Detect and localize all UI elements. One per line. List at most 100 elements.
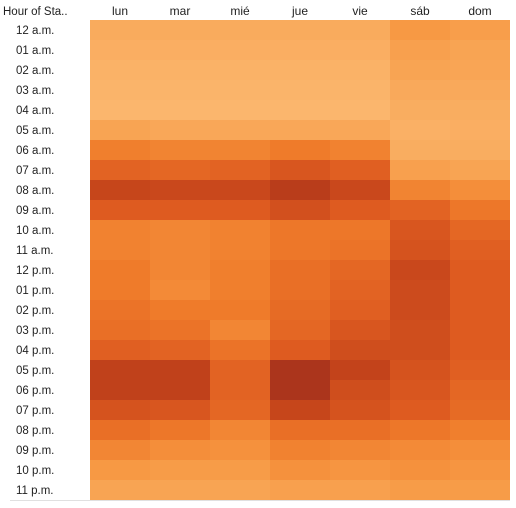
heatmap-cell (450, 140, 510, 160)
row-label: 07 a.m. (16, 165, 54, 177)
heatmap-cell (150, 40, 210, 60)
heatmap-cell (450, 340, 510, 360)
heatmap-cell (150, 480, 210, 500)
heatmap-cell (270, 440, 330, 460)
heatmap-cell (90, 220, 150, 240)
heatmap-cell (150, 120, 210, 140)
heatmap-cell (330, 160, 390, 180)
column-label: jue (291, 4, 308, 18)
heatmap-cell (90, 100, 150, 120)
heatmap-cell (270, 300, 330, 320)
heatmap-cell (390, 420, 450, 440)
heatmap-cell (330, 340, 390, 360)
heatmap-cell (150, 400, 210, 420)
heatmap-cell (450, 40, 510, 60)
row-labels: 12 a.m. 01 a.m. 02 a.m. 03 a.m. 04 a.m. 05 a.… (16, 25, 54, 497)
heatmap-cell (270, 80, 330, 100)
heatmap-cell (390, 60, 450, 80)
heatmap-cell (390, 140, 450, 160)
heatmap-cell (270, 400, 330, 420)
heatmap-cell (90, 380, 150, 400)
heatmap-cell (150, 460, 210, 480)
heatmap-cell (270, 100, 330, 120)
heatmap-cell (450, 360, 510, 380)
heatmap-cell (330, 220, 390, 240)
heatmap-cell (330, 440, 390, 460)
heatmap-cell (90, 60, 150, 80)
heatmap-cell (150, 240, 210, 260)
column-label: vie (352, 4, 368, 18)
row-label: 07 p.m. (16, 405, 54, 417)
heatmap-cell (390, 320, 450, 340)
heatmap-cell (270, 280, 330, 300)
row-label: 03 a.m. (16, 85, 54, 97)
heatmap-cell (450, 380, 510, 400)
row-label: 10 a.m. (16, 225, 54, 237)
heatmap-cell (270, 180, 330, 200)
heatmap-cell (210, 120, 270, 140)
heatmap-cell (390, 340, 450, 360)
heatmap-cell (90, 120, 150, 140)
heatmap-cell (330, 80, 390, 100)
heatmap-cell (390, 300, 450, 320)
heatmap-cell (270, 420, 330, 440)
heatmap-cell (390, 240, 450, 260)
heatmap-cell (390, 460, 450, 480)
heatmap-cell (450, 400, 510, 420)
heatmap-cell (330, 40, 390, 60)
heatmap-cell (330, 300, 390, 320)
heatmap-cell (90, 300, 150, 320)
row-label: 02 a.m. (16, 65, 54, 77)
heatmap-cell (210, 400, 270, 420)
heatmap-cell (150, 340, 210, 360)
heatmap-cell (450, 60, 510, 80)
heatmap-cell (390, 20, 450, 40)
heatmap-cell (450, 160, 510, 180)
heatmap-cell (390, 160, 450, 180)
row-label: 08 a.m. (16, 185, 54, 197)
heatmap-cell (90, 160, 150, 180)
heatmap-cell (450, 280, 510, 300)
heatmap-cell (90, 240, 150, 260)
heatmap-cell (150, 440, 210, 460)
heatmap-cell (390, 180, 450, 200)
heatmap-cell (150, 20, 210, 40)
heatmap-cell (210, 40, 270, 60)
heatmap-cell (270, 240, 330, 260)
column-labels: lun mar mié jue vie sáb dom (112, 4, 492, 18)
heatmap-cell (330, 420, 390, 440)
heatmap-cell (150, 160, 210, 180)
heatmap-cell (450, 80, 510, 100)
heatmap-cell (90, 360, 150, 380)
heatmap-cell (450, 200, 510, 220)
heatmap-cell (270, 460, 330, 480)
heatmap-cell (330, 100, 390, 120)
heatmap-cell (330, 140, 390, 160)
heatmap-cell (330, 120, 390, 140)
heatmap-cell (270, 60, 330, 80)
heatmap-cell (150, 360, 210, 380)
heatmap-cell (450, 240, 510, 260)
heatmap-cell (210, 60, 270, 80)
heatmap-cell (210, 100, 270, 120)
heatmap-cell (330, 280, 390, 300)
column-label: dom (468, 4, 491, 18)
heatmap-cell (210, 200, 270, 220)
heatmap-cell (90, 20, 150, 40)
heatmap-cell (390, 200, 450, 220)
heatmap-cell (210, 300, 270, 320)
heatmap-cell (210, 140, 270, 160)
heatmap-cell (330, 380, 390, 400)
heatmap-cell (390, 480, 450, 500)
heatmap-cell (450, 440, 510, 460)
heatmap-cell (90, 340, 150, 360)
heatmap-cell (90, 180, 150, 200)
heatmap-cell (210, 480, 270, 500)
row-label: 11 p.m. (16, 485, 54, 497)
heatmap-cell (150, 300, 210, 320)
heatmap-cell (330, 200, 390, 220)
heatmap-cell (150, 200, 210, 220)
heatmap-cell (150, 180, 210, 200)
heatmap-cell (270, 480, 330, 500)
heatmap-cell (330, 20, 390, 40)
